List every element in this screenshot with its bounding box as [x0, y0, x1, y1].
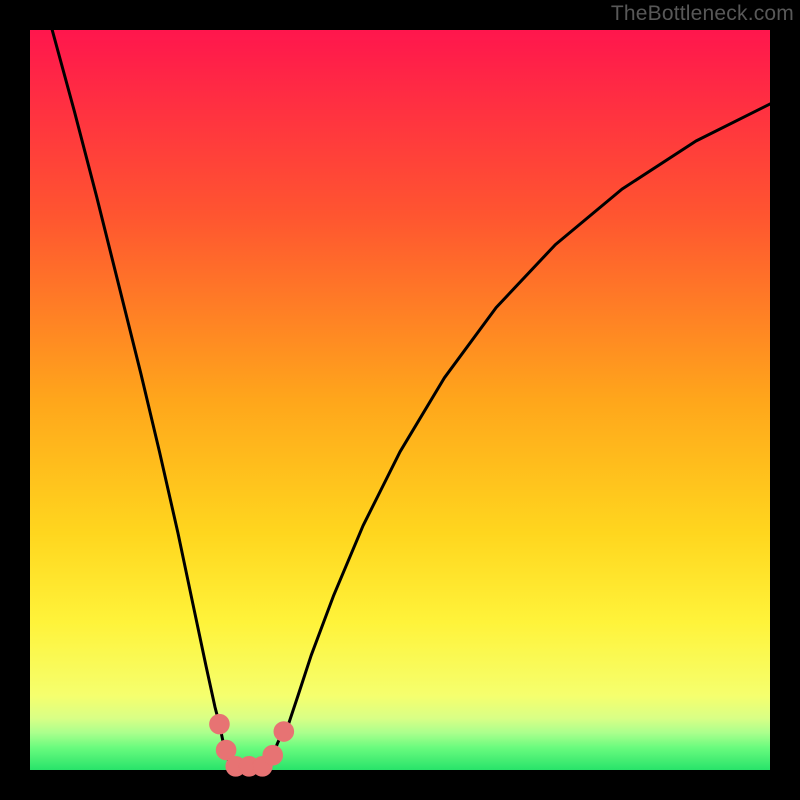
curve-markers [210, 714, 294, 776]
chart-stage: TheBottleneck.com [0, 0, 800, 800]
curve-marker [274, 722, 294, 742]
curve-marker [210, 714, 230, 734]
bottleneck-curve [52, 30, 777, 769]
watermark-text: TheBottleneck.com [611, 2, 794, 26]
curve-marker [263, 745, 283, 765]
curve-svg [30, 30, 770, 770]
plot-area [30, 30, 770, 770]
